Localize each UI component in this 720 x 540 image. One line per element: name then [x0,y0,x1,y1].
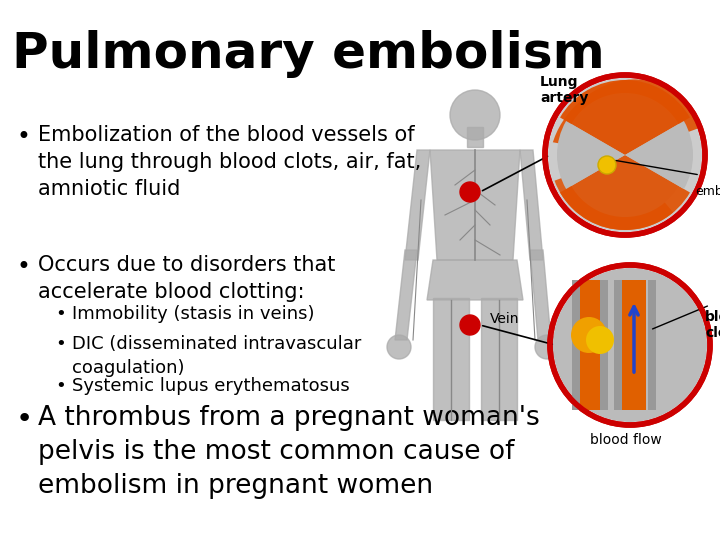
Text: DIC (disseminated intravascular
coagulation): DIC (disseminated intravascular coagulat… [72,335,361,376]
Text: Systemic lupus erythematosus: Systemic lupus erythematosus [72,377,350,395]
Text: Embolization of the blood vessels of
the lung through blood clots, air, fat,
amn: Embolization of the blood vessels of the… [38,125,421,199]
Circle shape [586,326,614,354]
Bar [467,127,483,147]
Circle shape [553,268,707,422]
Polygon shape [553,79,698,155]
Circle shape [460,315,480,335]
Bar [578,280,600,410]
Wedge shape [554,155,673,230]
Circle shape [535,335,559,359]
Circle shape [387,335,411,359]
Bar [572,280,580,410]
Polygon shape [427,260,523,300]
Text: •: • [55,335,66,353]
Wedge shape [563,93,687,217]
Polygon shape [395,250,417,340]
Text: A thrombus from a pregnant woman's
pelvis is the most common cause of
embolism i: A thrombus from a pregnant woman's pelvi… [38,405,540,499]
Bar [620,280,646,410]
Text: blood
clot: blood clot [705,310,720,340]
Text: Occurs due to disorders that
accelerate blood clotting:: Occurs due to disorders that accelerate … [38,255,336,302]
Bar [600,280,608,410]
Text: •: • [55,377,66,395]
Circle shape [460,182,480,202]
Circle shape [598,156,616,174]
Text: blood flow: blood flow [590,433,662,447]
Wedge shape [560,155,690,230]
Circle shape [450,90,500,140]
Bar [481,298,517,420]
Polygon shape [430,150,520,260]
Text: •: • [16,255,30,279]
Wedge shape [625,121,693,189]
Polygon shape [405,150,430,260]
Wedge shape [560,80,690,155]
Polygon shape [530,250,551,340]
Text: Immobility (stasis in veins): Immobility (stasis in veins) [72,305,315,323]
Bar [648,280,656,410]
Polygon shape [520,150,543,260]
Circle shape [548,78,702,232]
Circle shape [571,317,607,353]
Bar [433,298,469,420]
Text: •: • [16,125,30,149]
Text: Lung
artery: Lung artery [540,75,588,105]
Text: embolus: embolus [695,185,720,198]
Text: •: • [55,305,66,323]
Wedge shape [557,121,625,189]
Text: Pulmonary embolism: Pulmonary embolism [12,30,605,78]
Text: Vein: Vein [490,312,520,326]
Bar [614,280,622,410]
Text: •: • [16,405,33,433]
